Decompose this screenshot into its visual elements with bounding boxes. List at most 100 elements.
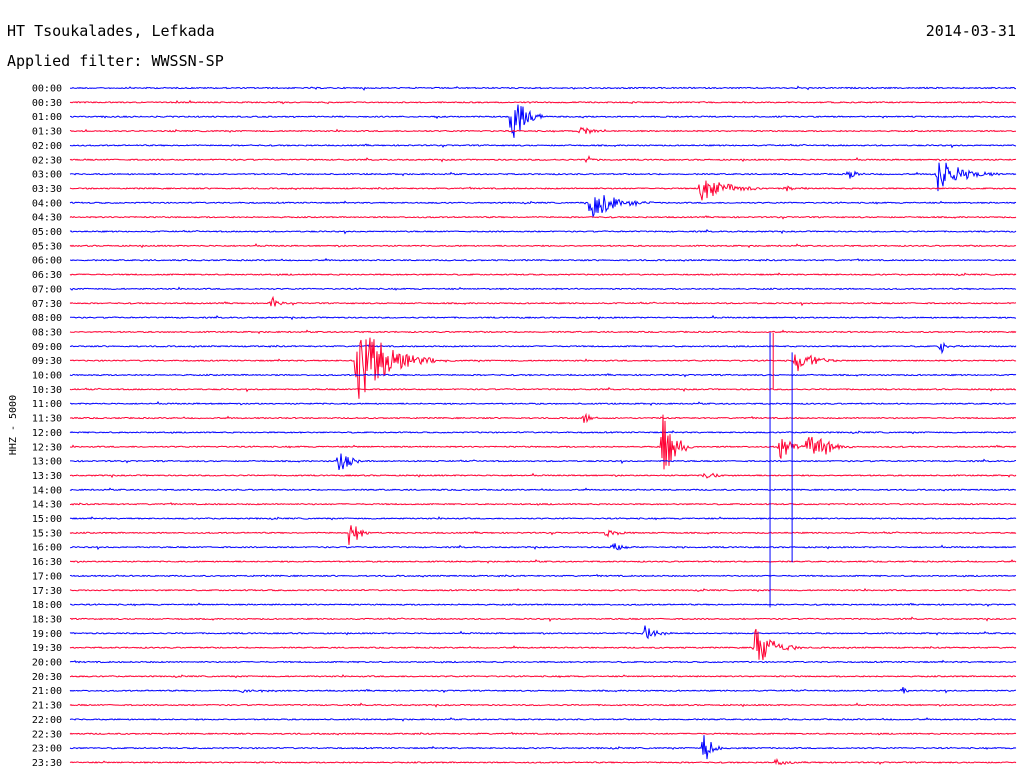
- trace-line: [69, 243, 1017, 249]
- trace-line: [69, 329, 1017, 335]
- trace-line: [69, 386, 1017, 393]
- trace-line: [69, 674, 1017, 679]
- row-time-label: 06:00: [32, 256, 62, 267]
- row-time-label: 10:30: [32, 385, 62, 396]
- row-time-label: 16:00: [32, 543, 62, 554]
- trace-line: [69, 373, 1017, 378]
- row-time-label: 03:30: [32, 184, 62, 195]
- row-time-label: 01:30: [32, 127, 62, 138]
- row-time-label: 05:30: [32, 241, 62, 252]
- trace-line: [69, 314, 1016, 321]
- trace-line: [69, 472, 1017, 479]
- trace-line: [69, 731, 1017, 736]
- row-time-label: 05:00: [32, 227, 62, 238]
- trace-line: [69, 757, 1017, 766]
- row-time-label: 13:00: [32, 457, 62, 468]
- trace-line: [69, 126, 1016, 135]
- trace-line: [69, 155, 1017, 164]
- row-time-label: 19:00: [32, 629, 62, 640]
- trace-rows: 00:00 00:30 01:00 01:30 02:00 02:30 03:00 03:30…: [32, 84, 1017, 769]
- trace-line: [69, 414, 1017, 470]
- trace-line: [69, 616, 1017, 623]
- row-time-label: 12:00: [32, 428, 62, 439]
- row-time-label: 21:00: [32, 686, 62, 697]
- row-time-label: 08:00: [32, 313, 62, 324]
- row-time-label: 22:30: [32, 729, 62, 740]
- row-time-label: 14:30: [32, 500, 62, 511]
- row-time-label: 02:30: [32, 155, 62, 166]
- row-time-label: 17:00: [32, 571, 62, 582]
- trace-line: [69, 295, 1017, 307]
- trace-line: [69, 487, 1017, 492]
- trace-line: [69, 272, 1017, 277]
- trace-line: [69, 686, 1016, 694]
- filter-label: Applied filter: WWSSN-SP: [7, 52, 224, 70]
- trace-line: [69, 702, 1017, 708]
- row-time-label: 16:30: [32, 557, 62, 568]
- trace-line: [70, 453, 1017, 470]
- row-time-label: 18:30: [32, 614, 62, 625]
- trace-line: [69, 215, 1017, 220]
- row-time-label: 20:00: [32, 658, 62, 669]
- row-time-label: 19:30: [32, 643, 62, 654]
- trace-line: [69, 587, 1016, 593]
- row-time-label: 01:00: [32, 112, 62, 123]
- trace-line: [69, 525, 1017, 545]
- row-time-label: 10:00: [32, 371, 62, 382]
- row-time-label: 20:30: [32, 672, 62, 683]
- trace-line: [69, 180, 1017, 201]
- trace-line: [69, 162, 1017, 192]
- trace-line: [69, 573, 1017, 578]
- row-time-label: 00:00: [32, 84, 62, 95]
- trace-line: [69, 559, 1017, 564]
- row-time-label: 15:00: [32, 514, 62, 525]
- row-time-label: 08:30: [32, 327, 62, 338]
- trace-line: [69, 229, 1017, 235]
- row-time-label: 09:30: [32, 356, 62, 367]
- trace-line: [69, 628, 1017, 661]
- row-time-label: 15:30: [32, 528, 62, 539]
- row-time-label: 18:00: [32, 600, 62, 611]
- trace-line: [69, 516, 1017, 521]
- row-time-label: 13:30: [32, 471, 62, 482]
- row-time-label: 00:30: [32, 98, 62, 109]
- row-time-label: 14:00: [32, 485, 62, 496]
- y-axis-label: HHZ - 5000: [8, 395, 19, 455]
- chart-date: 2014-03-31: [926, 22, 1016, 40]
- row-time-label: 12:30: [32, 442, 62, 453]
- trace-line: [70, 602, 1016, 608]
- trace-line: [69, 625, 1017, 640]
- trace-line: [69, 735, 1017, 760]
- row-time-label: 17:30: [32, 586, 62, 597]
- trace-line: [70, 104, 1017, 138]
- trace-line: [69, 337, 1017, 399]
- trace-line: [70, 85, 1016, 91]
- trace-line: [69, 412, 1017, 424]
- row-time-label: 03:00: [32, 170, 62, 181]
- trace-line: [69, 543, 1017, 551]
- row-time-label: 07:30: [32, 299, 62, 310]
- trace-line: [69, 341, 1017, 355]
- row-time-label: 02:00: [32, 141, 62, 152]
- row-time-label: 11:30: [32, 414, 62, 425]
- trace-line: [69, 143, 1017, 149]
- row-time-label: 04:30: [32, 213, 62, 224]
- row-time-label: 06:30: [32, 270, 62, 281]
- trace-line: [69, 401, 1017, 407]
- trace-line: [70, 257, 1017, 262]
- row-time-label: 07:00: [32, 284, 62, 295]
- trace-line: [69, 659, 1017, 664]
- trace-line: [69, 430, 1017, 435]
- row-time-label: 09:00: [32, 342, 62, 353]
- row-time-label: 23:00: [32, 744, 62, 755]
- row-time-label: 22:00: [32, 715, 62, 726]
- trace-line: [69, 286, 1017, 291]
- chart-title: HT Tsoukalades, Lefkada: [7, 22, 215, 40]
- row-time-label: 11:00: [32, 399, 62, 410]
- row-time-label: 04:00: [32, 198, 62, 209]
- trace-line: [69, 502, 1017, 506]
- trace-line: [69, 717, 1017, 722]
- trace-line: [69, 99, 1017, 105]
- trace-line: [69, 195, 1017, 219]
